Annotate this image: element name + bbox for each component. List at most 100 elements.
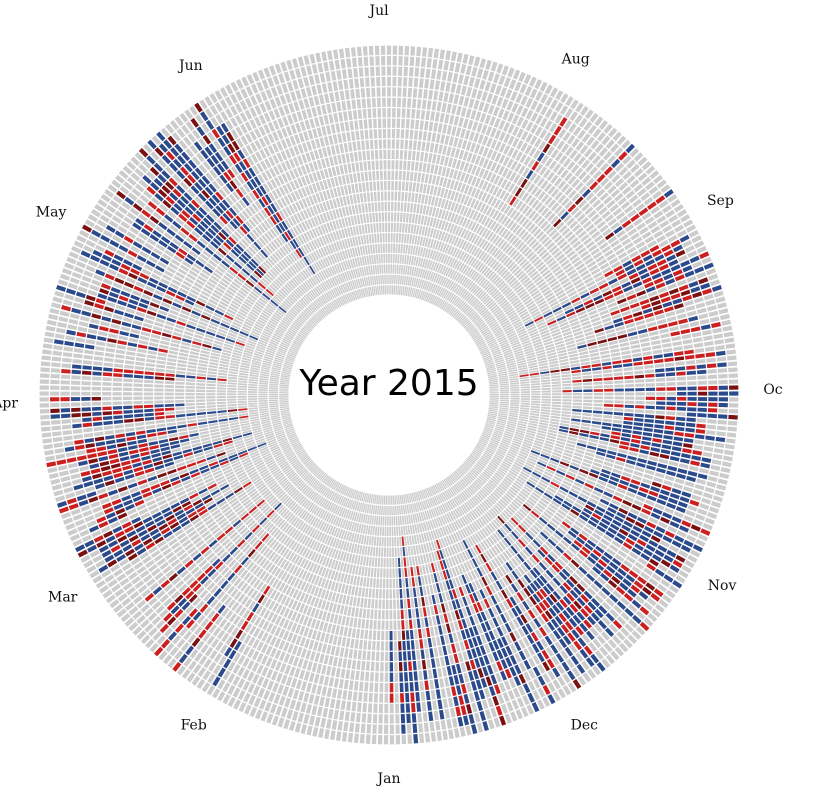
day-cell	[263, 135, 271, 146]
day-cell	[271, 297, 281, 305]
day-cell	[199, 272, 209, 280]
day-cell	[333, 560, 339, 570]
day-cell	[383, 495, 386, 505]
day-cell	[207, 368, 218, 372]
day-cell	[374, 557, 378, 567]
day-cell	[81, 397, 91, 401]
day-cell	[281, 220, 289, 231]
day-cell	[185, 121, 195, 132]
day-cell	[182, 280, 193, 288]
day-cell	[351, 291, 356, 301]
day-cell	[310, 252, 317, 262]
day-cell	[341, 496, 346, 506]
day-cell	[403, 286, 407, 296]
day-cell	[149, 302, 160, 309]
day-cell	[353, 279, 358, 289]
day-cell	[40, 373, 50, 379]
day-cell	[102, 377, 112, 382]
day-cell	[254, 512, 264, 521]
day-cell	[313, 494, 320, 503]
day-cell	[463, 96, 470, 107]
day-cell	[310, 303, 318, 311]
day-cell	[344, 711, 350, 722]
day-cell	[179, 181, 189, 191]
day-cell	[281, 173, 289, 183]
day-cell	[185, 406, 196, 410]
day-cell	[164, 583, 174, 593]
day-cell	[131, 491, 141, 498]
day-cell	[49, 308, 60, 315]
day-cell	[76, 455, 87, 461]
day-cell	[415, 151, 420, 161]
day-cell	[215, 286, 225, 294]
day-cell	[238, 606, 247, 617]
day-cell	[428, 294, 434, 304]
day-cell	[415, 57, 421, 67]
day-cell	[257, 224, 266, 234]
day-cell	[80, 504, 91, 512]
day-cell	[79, 529, 90, 537]
day-cell	[474, 166, 482, 177]
day-cell	[184, 109, 194, 120]
day-cell	[275, 188, 283, 198]
day-cell	[190, 472, 201, 478]
day-cell	[325, 200, 331, 211]
day-cell	[278, 323, 288, 330]
day-cell	[252, 288, 261, 296]
day-cell	[240, 422, 250, 427]
day-cell	[293, 477, 301, 485]
day-cell	[329, 698, 336, 709]
day-cell	[446, 189, 452, 200]
day-cell	[334, 505, 340, 515]
day-cell	[242, 645, 251, 656]
day-cell	[356, 172, 361, 183]
day-cell	[110, 564, 121, 573]
day-cell	[366, 724, 372, 734]
day-cell	[237, 654, 246, 665]
day-cell	[221, 319, 231, 326]
day-cell	[336, 550, 342, 560]
day-cell	[275, 309, 284, 317]
day-cell	[498, 131, 506, 142]
day-cell	[178, 431, 188, 436]
day-cell	[193, 449, 204, 455]
day-cell	[314, 482, 322, 491]
day-cell	[254, 433, 264, 439]
day-cell	[285, 676, 293, 687]
day-cell	[371, 515, 375, 525]
day-cell	[168, 572, 178, 582]
day-cell	[344, 648, 349, 658]
day-cell	[342, 196, 348, 206]
day-cell	[124, 281, 134, 289]
day-cell	[269, 381, 279, 384]
day-cell	[347, 732, 354, 743]
day-cell	[399, 150, 404, 160]
day-cell	[284, 358, 295, 363]
day-cell	[359, 246, 364, 256]
day-cell	[275, 353, 285, 358]
day-cell	[281, 369, 292, 373]
day-cell	[164, 461, 175, 467]
day-cell	[453, 180, 459, 191]
day-cell	[328, 547, 334, 558]
day-cell	[131, 576, 141, 585]
day-cell	[313, 239, 320, 249]
day-cell	[207, 371, 217, 375]
day-cell	[250, 418, 260, 422]
day-cell	[364, 245, 368, 255]
day-cell	[262, 310, 272, 317]
day-cell	[382, 578, 386, 589]
day-cell	[348, 270, 353, 280]
day-cell	[451, 158, 458, 169]
day-cell	[105, 535, 116, 543]
day-cell	[272, 486, 281, 494]
day-cell	[155, 372, 165, 377]
day-cell	[142, 322, 153, 329]
day-cell	[55, 495, 66, 503]
day-cell	[392, 274, 394, 285]
day-cell	[267, 257, 275, 266]
day-cell	[336, 483, 343, 493]
day-cell	[181, 475, 191, 482]
day-cell	[349, 259, 354, 269]
